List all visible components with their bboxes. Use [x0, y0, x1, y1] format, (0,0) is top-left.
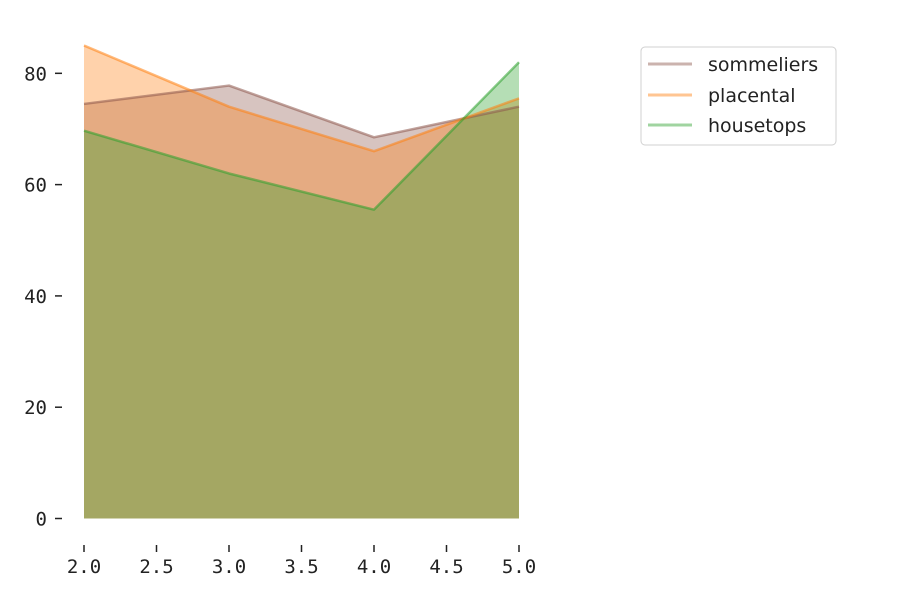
- line-sommeliers: [83, 84, 520, 139]
- legend-item-sommeliers: sommeliers: [648, 54, 818, 76]
- legend-item-housetops: housetops: [648, 115, 806, 137]
- y-tick-0: 0: [36, 509, 62, 531]
- area-sommeliers: [84, 85, 519, 519]
- legend-label: placental: [708, 85, 796, 107]
- series-areas: [84, 45, 519, 519]
- x-tick-label: 2.5: [139, 556, 173, 578]
- x-tick-2-0: 2.0: [67, 545, 101, 578]
- y-tick-40: 40: [24, 286, 62, 308]
- x-axis: 2.0 2.5 3.0 3.5 4.0 4.5 5.0: [67, 545, 536, 578]
- x-tick-2-5: 2.5: [139, 545, 174, 578]
- x-tick-label: 4.0: [357, 556, 391, 578]
- y-tick-label: 80: [24, 63, 47, 85]
- x-tick-3-0: 3.0: [212, 545, 246, 578]
- x-tick-label: 3.5: [284, 556, 318, 578]
- y-tick-80: 80: [24, 63, 62, 85]
- y-tick-label: 20: [24, 397, 47, 419]
- x-tick-label: 2.0: [67, 556, 101, 578]
- legend-item-placental: placental: [648, 85, 796, 107]
- x-tick-5-0: 5.0: [502, 545, 536, 578]
- x-tick-4-0: 4.0: [357, 545, 391, 578]
- x-tick-label: 3.0: [212, 556, 246, 578]
- y-tick-label: 60: [24, 175, 47, 197]
- y-tick-20: 20: [24, 397, 62, 419]
- x-tick-4-5: 4.5: [429, 545, 464, 578]
- y-tick-label: 40: [24, 286, 47, 308]
- area-housetops: [84, 62, 519, 519]
- y-tick-60: 60: [24, 175, 62, 197]
- legend: sommeliers placental housetops: [640, 46, 837, 146]
- x-tick-label: 4.5: [429, 556, 463, 578]
- line-housetops: [83, 61, 520, 211]
- y-axis: 0 20 40 60 80: [24, 63, 62, 531]
- series-lines: [83, 44, 520, 211]
- x-tick-3-5: 3.5: [284, 545, 319, 578]
- legend-label: sommeliers: [708, 54, 818, 76]
- legend-box: [640, 46, 837, 146]
- y-tick-label: 0: [36, 509, 47, 531]
- x-tick-label: 5.0: [502, 556, 536, 578]
- line-placental: [83, 44, 520, 153]
- legend-label: housetops: [708, 115, 806, 137]
